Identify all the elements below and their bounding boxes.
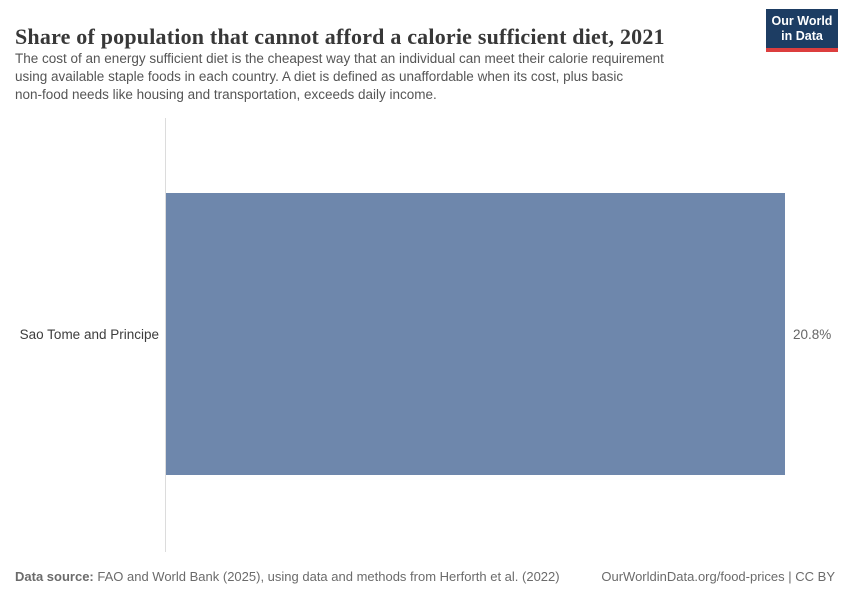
bar-sao-tome-and-principe[interactable] <box>166 193 785 475</box>
data-source-note: Data source: FAO and World Bank (2025), … <box>15 569 560 584</box>
owid-logo[interactable]: Our World in Data <box>766 9 838 52</box>
subtitle-line: using available staple foods in each cou… <box>15 69 624 84</box>
chart-subtitle: The cost of an energy sufficient diet is… <box>15 50 664 104</box>
chart-footer: Data source: FAO and World Bank (2025), … <box>15 569 835 584</box>
owid-logo-line1: Our World <box>771 14 833 28</box>
plot-area <box>166 193 785 475</box>
owid-logo-line2: in Data <box>781 29 823 43</box>
y-axis-line <box>165 118 166 552</box>
data-source-label: Data source: <box>15 569 94 584</box>
subtitle-line: The cost of an energy sufficient diet is… <box>15 51 664 66</box>
owid-url-license-link[interactable]: OurWorldinData.org/food-prices | CC BY <box>601 569 835 584</box>
entity-label: Sao Tome and Principe <box>19 327 159 342</box>
subtitle-line: non-food needs like housing and transpor… <box>15 87 437 102</box>
bar-value-label: 20.8% <box>793 327 832 342</box>
page-title: Share of population that cannot afford a… <box>15 23 665 49</box>
data-source-text: FAO and World Bank (2025), using data an… <box>97 569 560 584</box>
